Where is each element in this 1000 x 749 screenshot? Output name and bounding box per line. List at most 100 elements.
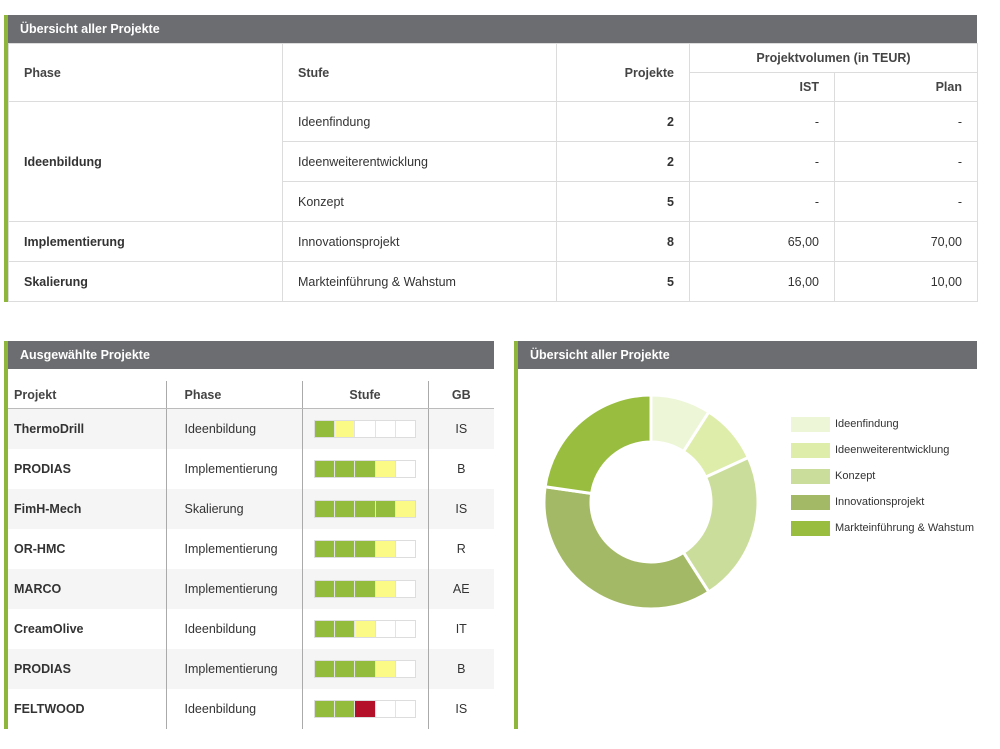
project-gb: IS bbox=[455, 701, 468, 716]
stufe-progress-bar bbox=[314, 459, 416, 478]
stufe-cell: Innovationsprojekt bbox=[282, 221, 557, 262]
project-gb: IT bbox=[455, 621, 467, 636]
header-stufe: Stufe bbox=[282, 43, 557, 102]
stufe-segment-empty bbox=[395, 620, 416, 637]
project-name[interactable]: ThermoDrill bbox=[8, 408, 167, 449]
project-gb: IS bbox=[428, 408, 494, 449]
header-plan: Plan bbox=[834, 72, 978, 102]
ist-cell: 65,00 bbox=[689, 221, 835, 262]
phase-cell: Implementierung bbox=[8, 221, 283, 262]
table-row[interactable]: PRODIAS Implementierung B bbox=[8, 448, 494, 489]
project-name[interactable]: CreamOlive bbox=[8, 608, 167, 649]
project-gb: B bbox=[457, 461, 466, 476]
header-ist: IST bbox=[689, 72, 835, 102]
project-phase: Ideenbildung bbox=[166, 608, 303, 649]
stufe-segment-empty bbox=[375, 620, 396, 637]
plan-cell: 70,00 bbox=[834, 221, 978, 262]
overview-table: Phase Stufe Projekte Projektvolumen (in … bbox=[8, 43, 978, 302]
legend-swatch bbox=[791, 443, 830, 458]
stufe-segment-yellow bbox=[375, 540, 396, 557]
table-row[interactable]: FimH-Mech Skalierung IS bbox=[8, 488, 494, 529]
overview-panel: Übersicht aller Projekte Phase Stufe Pro… bbox=[4, 15, 978, 302]
stufe-segment-green bbox=[315, 580, 336, 597]
project-phase: Ideenbildung bbox=[166, 688, 303, 729]
donut-title: Übersicht aller Projekte bbox=[518, 341, 977, 369]
stufe-segment-empty bbox=[395, 460, 416, 477]
plan-cell: - bbox=[834, 141, 978, 182]
project-name[interactable]: FELTWOOD bbox=[8, 688, 167, 729]
legend-label: Ideenweiterentwicklung bbox=[835, 444, 950, 456]
stufe-segment-empty bbox=[395, 420, 416, 437]
stufe-segment-empty bbox=[375, 420, 396, 437]
stufe-segment-empty bbox=[395, 660, 416, 677]
stufe-progress-bar bbox=[314, 619, 416, 638]
stufe-segment-empty bbox=[395, 700, 416, 717]
legend-label: Ideenfindung bbox=[835, 418, 899, 430]
stufe-segment-green bbox=[355, 500, 376, 517]
phase-cell: Ideenbildung bbox=[8, 101, 283, 222]
stufe-segment-green bbox=[315, 620, 336, 637]
stufe-segment-empty bbox=[395, 540, 416, 557]
stufe-segment-green bbox=[355, 540, 376, 557]
table-row[interactable]: OR-HMC Implementierung R bbox=[8, 528, 494, 569]
projekte-cell: 8 bbox=[556, 221, 690, 262]
chart-legend: Ideenfindung Ideenweiterentwicklung Konzep… bbox=[514, 369, 977, 569]
donut-slice[interactable] bbox=[542, 485, 711, 611]
table-row[interactable]: ThermoDrill Ideenbildung IS bbox=[8, 408, 494, 449]
project-phase: Skalierung bbox=[166, 488, 303, 529]
stufe-segment-green bbox=[335, 660, 356, 677]
legend-label: Markteinführung & Wahstum bbox=[835, 522, 974, 534]
project-name[interactable]: FimH-Mech bbox=[8, 488, 167, 529]
stufe-cell bbox=[302, 528, 429, 569]
table-row[interactable]: PRODIAS Implementierung B bbox=[8, 648, 494, 689]
stufe-cell: Markteinführung & Wahstum bbox=[282, 261, 557, 302]
projekte-cell: 2 bbox=[556, 141, 690, 182]
header-projekte: Projekte bbox=[556, 43, 690, 102]
stufe-segment-yellow bbox=[375, 460, 396, 477]
stufe-cell: Ideenweiterentwicklung bbox=[282, 141, 557, 182]
stufe-segment-green bbox=[335, 700, 356, 717]
project-name[interactable]: OR-HMC bbox=[8, 528, 167, 569]
donut-slice[interactable] bbox=[543, 393, 653, 496]
stufe-progress-bar bbox=[314, 699, 416, 718]
selected-projects-panel: Ausgewählte Projekte Projekt Phase Stufe… bbox=[4, 341, 494, 729]
plan-cell: 10,00 bbox=[834, 261, 978, 302]
table-row[interactable]: CreamOlive Ideenbildung IT bbox=[8, 608, 494, 649]
phase-cell: Skalierung bbox=[8, 261, 283, 302]
table-row[interactable]: MARCO Implementierung AE bbox=[8, 568, 494, 609]
stufe-segment-red bbox=[355, 700, 376, 717]
stufe-segment-green bbox=[335, 460, 356, 477]
stufe-cell bbox=[302, 448, 429, 489]
legend-swatch bbox=[791, 469, 830, 484]
stufe-segment-yellow bbox=[375, 660, 396, 677]
stufe-progress-bar bbox=[314, 539, 416, 558]
overview-title: Übersicht aller Projekte bbox=[8, 15, 977, 43]
project-name[interactable]: MARCO bbox=[8, 568, 167, 609]
stufe-cell bbox=[302, 648, 429, 689]
stufe-progress-bar bbox=[314, 419, 416, 438]
legend-label: Innovationsprojekt bbox=[835, 496, 925, 508]
plan-cell: - bbox=[834, 181, 978, 222]
stufe-cell bbox=[302, 688, 429, 729]
table-row[interactable]: FELTWOOD Ideenbildung IS bbox=[8, 688, 494, 729]
stufe-segment-green bbox=[375, 500, 396, 517]
legend-label: Konzept bbox=[835, 470, 876, 482]
project-phase: Implementierung bbox=[166, 528, 303, 569]
accent-bar bbox=[514, 341, 518, 729]
project-name[interactable]: PRODIAS bbox=[8, 648, 167, 689]
stufe-segment-green bbox=[315, 660, 336, 677]
ist-cell: - bbox=[689, 101, 835, 142]
stufe-segment-green bbox=[355, 580, 376, 597]
project-name[interactable]: PRODIAS bbox=[8, 448, 167, 489]
legend-swatch bbox=[791, 495, 830, 510]
selected-projects-table: Projekt Phase Stufe GB ThermoDrill Ideenb… bbox=[8, 381, 494, 729]
accent-bar bbox=[4, 15, 8, 302]
stufe-progress-bar bbox=[314, 579, 416, 598]
stufe-cell bbox=[302, 608, 429, 649]
plan-cell: - bbox=[834, 101, 978, 142]
accent-bar bbox=[4, 341, 8, 729]
project-gb: B bbox=[428, 648, 494, 689]
projekte-cell: 2 bbox=[556, 101, 690, 142]
stufe-cell bbox=[302, 408, 429, 449]
stufe-segment-yellow bbox=[355, 620, 376, 637]
